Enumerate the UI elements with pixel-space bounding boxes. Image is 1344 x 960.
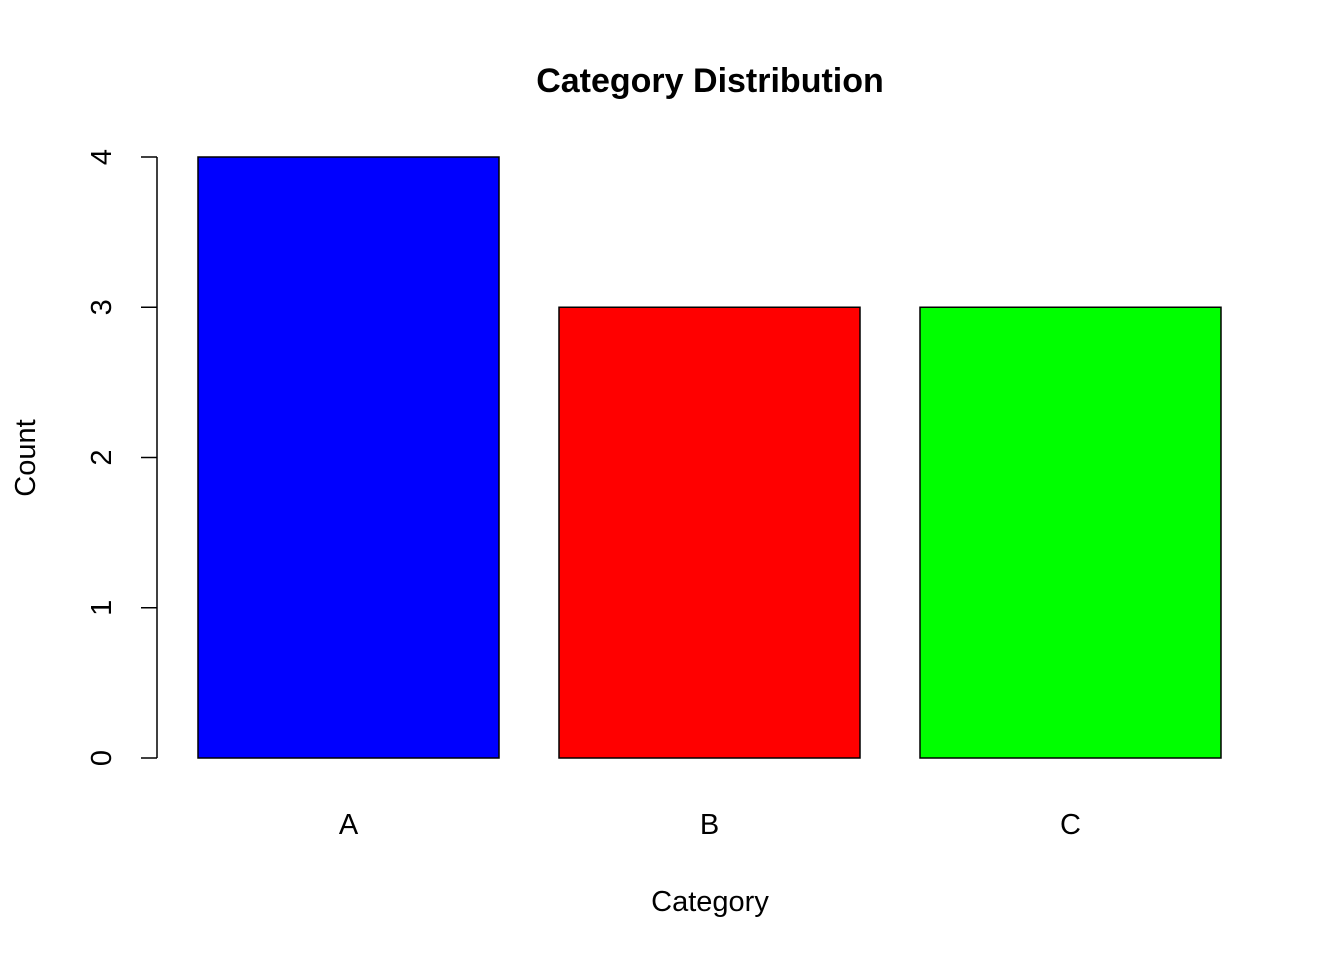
x-tick-label-a: A <box>339 809 359 841</box>
bar-c <box>919 306 1222 759</box>
bar-b <box>558 306 861 759</box>
x-tick-label-c: C <box>1060 809 1081 841</box>
x-axis-label: Category <box>651 886 769 918</box>
y-tick-label-2: 2 <box>86 449 118 465</box>
y-tick-label-1: 1 <box>86 600 118 616</box>
y-axis-label: Count <box>10 419 42 496</box>
y-tick-label-3: 3 <box>86 299 118 315</box>
bars-group <box>197 156 1222 759</box>
x-tick-label-b: B <box>700 809 719 841</box>
x-axis-ticks: A B C <box>339 809 1081 841</box>
chart-title: Category Distribution <box>536 62 884 100</box>
y-axis: 0 1 2 3 4 <box>86 149 158 766</box>
y-tick-label-0: 0 <box>86 750 118 766</box>
y-tick-label-4: 4 <box>86 149 118 165</box>
bar-a <box>197 156 500 759</box>
